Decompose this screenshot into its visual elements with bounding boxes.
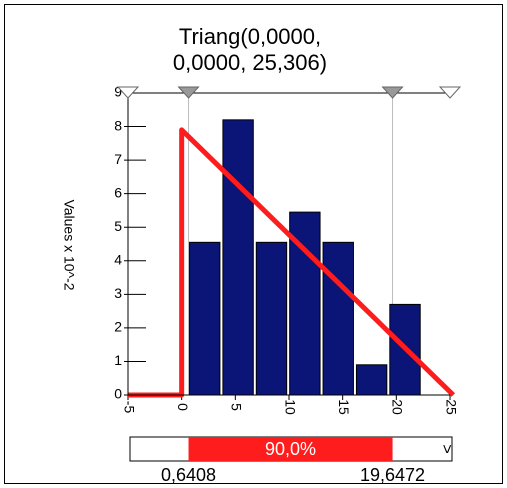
y-tick-label: 7 — [114, 151, 122, 167]
x-tick-label: 15 — [336, 399, 352, 415]
chart-title: Triang(0,0000, — [179, 24, 321, 49]
x-tick-label: -5 — [121, 401, 137, 414]
y-tick-label: 0 — [114, 386, 122, 402]
axis-end-marker — [438, 86, 462, 99]
y-axis-label: Values x 10^-2 — [61, 199, 77, 290]
y-tick-label: 3 — [114, 285, 122, 301]
y-tick-label: 1 — [114, 352, 122, 368]
bar — [355, 364, 388, 396]
delimiter-marker — [381, 86, 404, 99]
bar — [222, 119, 254, 396]
bar — [255, 241, 288, 396]
chart-title: 0,0000, 25,306) — [173, 50, 327, 75]
bar — [189, 241, 221, 396]
probability-band — [188, 437, 393, 461]
x-tick-label: 5 — [229, 403, 245, 411]
y-tick-label: 6 — [114, 184, 122, 200]
delimiter-marker — [177, 86, 200, 99]
x-tick-label: 20 — [390, 399, 406, 415]
right-marker: > — [438, 444, 455, 453]
frame — [4, 4, 503, 484]
probability-label: 90,0% — [265, 439, 316, 459]
axis-end-marker — [116, 86, 140, 99]
delimiter-label: 0,6408 — [161, 465, 216, 485]
y-tick-label: 5 — [114, 218, 122, 234]
x-tick-label: 25 — [443, 399, 459, 415]
y-tick-label: 8 — [114, 117, 122, 133]
bar — [322, 241, 354, 396]
y-tick-label: 9 — [114, 84, 122, 100]
y-tick-label: 4 — [114, 251, 122, 267]
x-tick-label: 10 — [282, 399, 298, 415]
delimiter-label: 19,6472 — [360, 465, 425, 485]
y-tick-label: 2 — [114, 319, 122, 335]
x-tick-label: 0 — [175, 403, 191, 411]
